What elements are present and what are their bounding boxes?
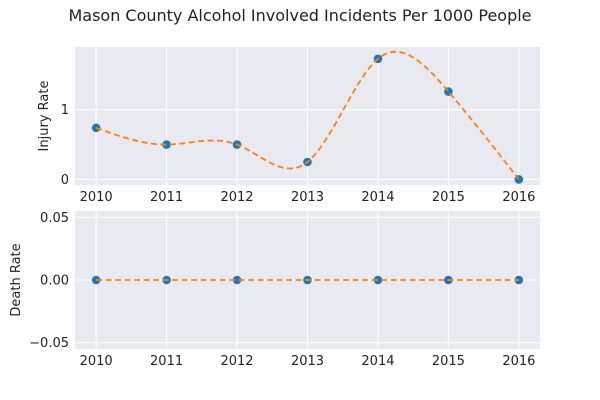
series-curve bbox=[95, 50, 520, 180]
y-tick-label: 0.00 bbox=[40, 274, 69, 289]
x-tick-label: 2015 bbox=[432, 190, 465, 205]
y-tick-label: 0.05 bbox=[40, 211, 69, 226]
x-tick-label: 2012 bbox=[220, 354, 253, 369]
data-point bbox=[373, 275, 383, 285]
x-tick-label: 2010 bbox=[80, 190, 113, 205]
x-tick-label: 2011 bbox=[150, 190, 183, 205]
data-point bbox=[514, 275, 524, 285]
x-tick-label: 2013 bbox=[291, 190, 324, 205]
y-axis-label: Death Rate bbox=[9, 243, 24, 316]
y-tick-label: 0 bbox=[61, 173, 69, 188]
y-axis-label: Injury Rate bbox=[37, 81, 52, 152]
x-tick-label: 2011 bbox=[150, 354, 183, 369]
data-point bbox=[91, 275, 101, 285]
injury-rate-panel: 2010 2011 2012 2013 2014 2015 2016 0 1 Injury Rat… bbox=[37, 47, 540, 205]
x-tick-label: 2016 bbox=[502, 190, 535, 205]
x-tick-label: 2014 bbox=[361, 354, 394, 369]
x-tick-label: 2013 bbox=[291, 354, 324, 369]
x-tick-label: 2016 bbox=[502, 354, 535, 369]
chart-title: Mason County Alcohol Involved Incidents … bbox=[68, 6, 531, 25]
y-tick-label: 1 bbox=[61, 103, 69, 118]
data-point bbox=[232, 275, 242, 285]
data-point bbox=[162, 140, 171, 149]
data-point bbox=[91, 123, 101, 133]
x-tick-label: 2015 bbox=[432, 354, 465, 369]
x-tick-label: 2010 bbox=[80, 354, 113, 369]
y-tick-label: −0.05 bbox=[29, 336, 69, 351]
x-tick-label: 2012 bbox=[220, 190, 253, 205]
death-rate-panel: 2010 2011 2012 2013 2014 2015 2016 0.05 0.00 −0.0… bbox=[9, 211, 540, 369]
x-tick-label: 2014 bbox=[361, 190, 394, 205]
